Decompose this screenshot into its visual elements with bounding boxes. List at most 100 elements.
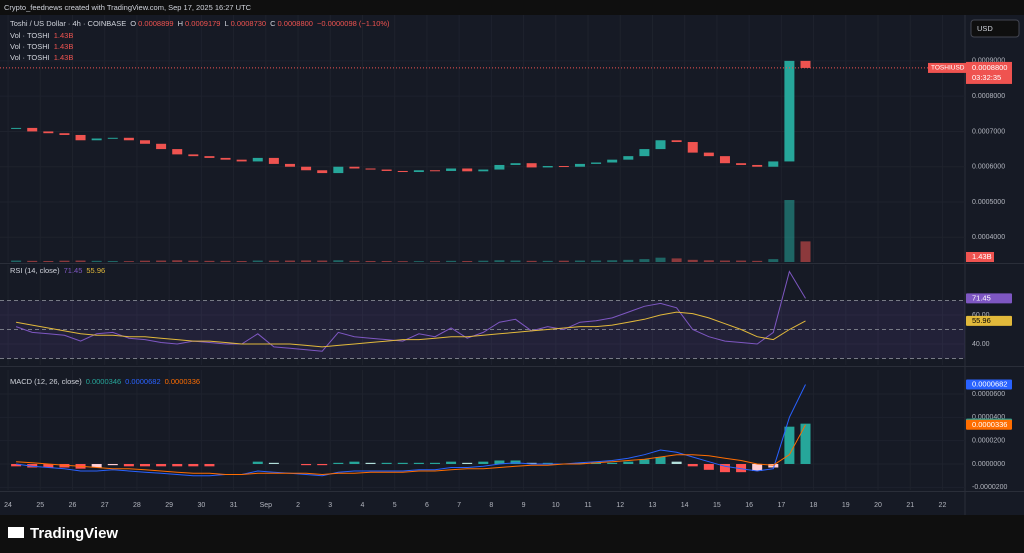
volume-bar [768, 259, 779, 262]
value-tag [966, 315, 1012, 326]
rsi-value: 71.45 [64, 266, 83, 275]
macd-value: 0.0000682 [125, 377, 160, 386]
volume-bar [591, 260, 602, 262]
candle [107, 137, 118, 139]
volume-bar [365, 260, 376, 262]
brand: TradingView [30, 525, 118, 542]
volume-bar [639, 259, 650, 262]
volume-bar [139, 260, 150, 262]
histogram-bar [107, 463, 118, 466]
histogram-bar [397, 462, 408, 464]
x-tick-label: 8 [489, 502, 493, 509]
candle [11, 127, 22, 129]
value-tag [966, 379, 1012, 390]
layer: 24 25 26 27 28 29 30 31 Sep 2 3 4 5 6 7 8 9 10 11 12 13 14 15 1… [0, 15, 1024, 515]
volume-bar [413, 261, 424, 262]
value-tag [966, 293, 1012, 304]
candle [75, 134, 86, 141]
y-tick-label: 0.0000600 [972, 391, 1005, 398]
volume-bar [703, 260, 714, 262]
histogram-bar [542, 462, 553, 464]
candle [59, 133, 70, 135]
candle [188, 154, 199, 157]
histogram-bar [43, 463, 54, 468]
y-tick-label: 60.00 [972, 312, 990, 319]
candle [591, 162, 602, 164]
volume-bar [623, 259, 634, 262]
logo-mark [8, 527, 24, 538]
candle [365, 168, 376, 170]
y-tick-label: 0.0000200 [972, 438, 1005, 445]
watermark: Crypto_feednews created with TradingView… [4, 3, 252, 12]
histogram-bar [59, 463, 70, 468]
volume-bar [462, 260, 473, 262]
volume-bar [204, 260, 215, 262]
volume-bar [542, 260, 553, 262]
histogram-bar [591, 462, 602, 464]
change: −0.0000098 (−1.10%) [317, 19, 390, 28]
histogram-bar [27, 463, 38, 468]
candle [526, 163, 537, 168]
symbol-tag [928, 62, 966, 73]
histogram-bar [188, 463, 199, 467]
candle [349, 166, 360, 169]
histogram-bar [655, 456, 666, 464]
x-tick-label: 2 [296, 502, 300, 509]
x-tick-label: 10 [552, 502, 560, 509]
currency-button[interactable] [970, 19, 1020, 38]
volume-bar [91, 260, 102, 262]
volume-tag [966, 252, 994, 262]
volume-bar [655, 257, 666, 262]
volume-bar [349, 260, 360, 262]
volume-bar [526, 260, 537, 262]
value-tag-label: 55.96 [972, 316, 991, 325]
candle [397, 170, 408, 173]
histogram-bar [413, 462, 424, 464]
currency[interactable]: USD [977, 24, 993, 33]
volume-bar [429, 261, 440, 262]
y-tick-label: 0.0005000 [972, 199, 1005, 206]
x-tick-label: 28 [133, 502, 141, 509]
price-legend: Toshi / US Dollar · 4h · COINBASE O 0.0008… [10, 19, 390, 28]
x-tick-label: 26 [69, 502, 77, 509]
volume-bar [188, 260, 199, 262]
candle [574, 163, 585, 167]
histogram-bar [639, 459, 650, 464]
y-tick-label: 0.0000400 [972, 414, 1005, 421]
candle [719, 156, 730, 164]
y-tick-label: -0.0000200 [972, 484, 1008, 491]
candle [478, 169, 489, 172]
x-tick-label: 22 [939, 502, 947, 509]
candle [204, 156, 215, 158]
histogram-bar [574, 462, 585, 464]
candle [429, 170, 440, 172]
candle [91, 138, 102, 141]
volume-bar [736, 260, 747, 262]
volume-bar [107, 260, 118, 262]
x-tick-label: 9 [522, 502, 526, 509]
histogram-bar [123, 463, 134, 467]
histogram-bar [494, 460, 505, 464]
x-tick-label: 27 [101, 502, 109, 509]
y-tick-label: 40.00 [972, 341, 990, 348]
histogram-bar [204, 463, 215, 467]
x-tick-label: 11 [584, 502, 591, 509]
volume-bar [671, 258, 682, 262]
volume-bar [11, 260, 22, 262]
histogram-bar [139, 463, 150, 467]
histogram-bar [752, 463, 763, 471]
histogram-bar [317, 463, 328, 466]
volume-value: 1.43B [54, 42, 74, 51]
x-tick-label: Sep [260, 502, 273, 509]
last-price: 0.0008800 [972, 63, 1007, 72]
series-line [15, 270, 806, 352]
x-tick-label: 7 [457, 502, 461, 509]
volume-bar [252, 260, 263, 262]
x-tick-label: 5 [393, 502, 397, 509]
volume-bar [43, 260, 54, 262]
histogram-bar [381, 462, 392, 464]
histogram-bar [333, 462, 344, 464]
histogram-bar [526, 462, 537, 464]
signal-value: 0.0000336 [165, 377, 200, 386]
x-tick-label: 31 [230, 502, 238, 509]
